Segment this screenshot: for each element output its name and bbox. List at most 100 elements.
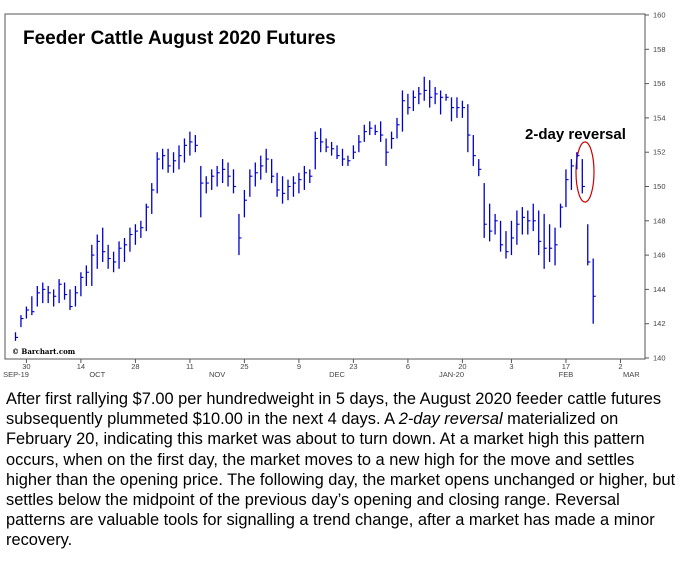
price-bar xyxy=(445,93,449,101)
price-bar xyxy=(194,135,198,153)
price-bar xyxy=(576,152,580,170)
x-tick-label: 28 xyxy=(131,362,139,371)
price-bar xyxy=(439,90,444,115)
x-tick-label: 25 xyxy=(240,362,248,371)
y-tick-label: 142 xyxy=(653,319,666,328)
price-bar xyxy=(538,210,542,256)
y-axis: 140 142 144 146 148 150 152 154 156 158 160 xyxy=(645,11,666,363)
price-bar xyxy=(418,87,422,105)
price-bar xyxy=(499,220,504,252)
price-bar xyxy=(592,258,596,324)
price-bar xyxy=(36,285,40,307)
price-bar xyxy=(434,87,438,105)
price-bar xyxy=(461,100,465,118)
price-bar xyxy=(205,176,209,194)
x-tick-label: 9 xyxy=(297,362,301,371)
price-bar xyxy=(287,179,291,201)
price-bar xyxy=(69,289,73,310)
price-bar xyxy=(96,234,100,269)
price-bar xyxy=(249,169,253,197)
caption-text-2: materialized on February 20, indicating … xyxy=(6,410,676,550)
price-bar xyxy=(270,159,275,184)
x-tick-label: 2 xyxy=(618,362,622,371)
y-tick-label: 144 xyxy=(653,285,666,294)
price-bar xyxy=(309,169,313,184)
price-bar xyxy=(80,272,84,297)
price-bar xyxy=(314,131,318,170)
x-axis: 30 14 28 11 25 9 23 6 20 3 17 2 SEP-19 OCT NOV DEC JAN-2… xyxy=(3,359,640,379)
price-bar xyxy=(358,135,362,153)
price-bar xyxy=(276,172,280,197)
x-tick-label: 17 xyxy=(562,362,570,371)
price-bar xyxy=(429,80,433,108)
x-month-label: OCT xyxy=(89,370,105,379)
x-tick-label: 11 xyxy=(186,362,194,371)
watermark: © Barchart.com xyxy=(12,347,76,356)
ohlc-bars xyxy=(14,76,596,341)
price-bar xyxy=(407,93,411,115)
y-tick-label: 146 xyxy=(653,251,666,260)
price-bar xyxy=(565,169,569,208)
price-bar xyxy=(325,138,329,153)
price-bar xyxy=(385,138,389,166)
y-tick-label: 156 xyxy=(653,79,666,88)
x-month-label: JAN-20 xyxy=(439,370,464,379)
price-bar xyxy=(472,135,476,166)
x-tick-label: 23 xyxy=(349,362,357,371)
price-bar xyxy=(167,148,171,173)
price-bar xyxy=(505,231,509,259)
price-bar xyxy=(559,203,564,228)
price-bar xyxy=(483,183,487,238)
price-bar xyxy=(58,279,62,304)
price-bar xyxy=(63,282,68,300)
price-bar xyxy=(134,224,138,245)
price-bar xyxy=(423,76,427,101)
y-tick-label: 154 xyxy=(653,113,666,122)
price-bar xyxy=(320,128,324,153)
price-bar xyxy=(527,210,531,235)
price-bar xyxy=(14,332,19,341)
price-bar xyxy=(227,162,231,187)
chart-title: Feeder Cattle August 2020 Futures xyxy=(23,28,336,49)
price-bar xyxy=(183,138,188,163)
price-bar xyxy=(303,165,307,190)
price-bar xyxy=(521,207,525,235)
price-bar xyxy=(156,152,160,194)
price-bar xyxy=(172,152,177,173)
price-bar xyxy=(232,169,237,194)
price-bar xyxy=(347,155,351,166)
price-bar xyxy=(292,176,297,197)
price-bar xyxy=(341,148,346,166)
reversal-annotation: 2-day reversal xyxy=(525,126,626,143)
price-bar xyxy=(161,148,166,170)
price-bar xyxy=(118,241,122,269)
price-bar xyxy=(390,131,395,149)
price-bar xyxy=(260,155,264,180)
x-tick-label: 30 xyxy=(22,362,30,371)
price-bar xyxy=(330,141,335,156)
price-bar xyxy=(107,244,111,269)
x-tick-label: 14 xyxy=(77,362,85,371)
price-chart: Feeder Cattle August 2020 Futures 2-day … xyxy=(3,11,666,380)
price-bar xyxy=(401,90,406,132)
price-bar xyxy=(145,203,149,232)
price-bar xyxy=(31,296,35,316)
y-tick-label: 152 xyxy=(653,148,666,157)
price-bar xyxy=(336,145,340,160)
price-bar xyxy=(102,227,106,262)
price-bar xyxy=(20,315,24,328)
x-month-label: SEP-19 xyxy=(3,370,29,379)
price-bar xyxy=(379,121,384,142)
price-bar xyxy=(587,224,591,266)
price-bar xyxy=(510,220,515,256)
price-bar xyxy=(91,244,95,286)
x-month-label: FEB xyxy=(559,370,574,379)
y-tick-label: 158 xyxy=(653,45,666,54)
price-bar xyxy=(112,251,117,273)
price-bar xyxy=(129,227,133,252)
price-bar xyxy=(151,183,155,214)
price-bar xyxy=(123,237,128,262)
price-bar xyxy=(281,176,286,204)
price-bar xyxy=(200,165,204,218)
price-bar xyxy=(488,203,493,242)
